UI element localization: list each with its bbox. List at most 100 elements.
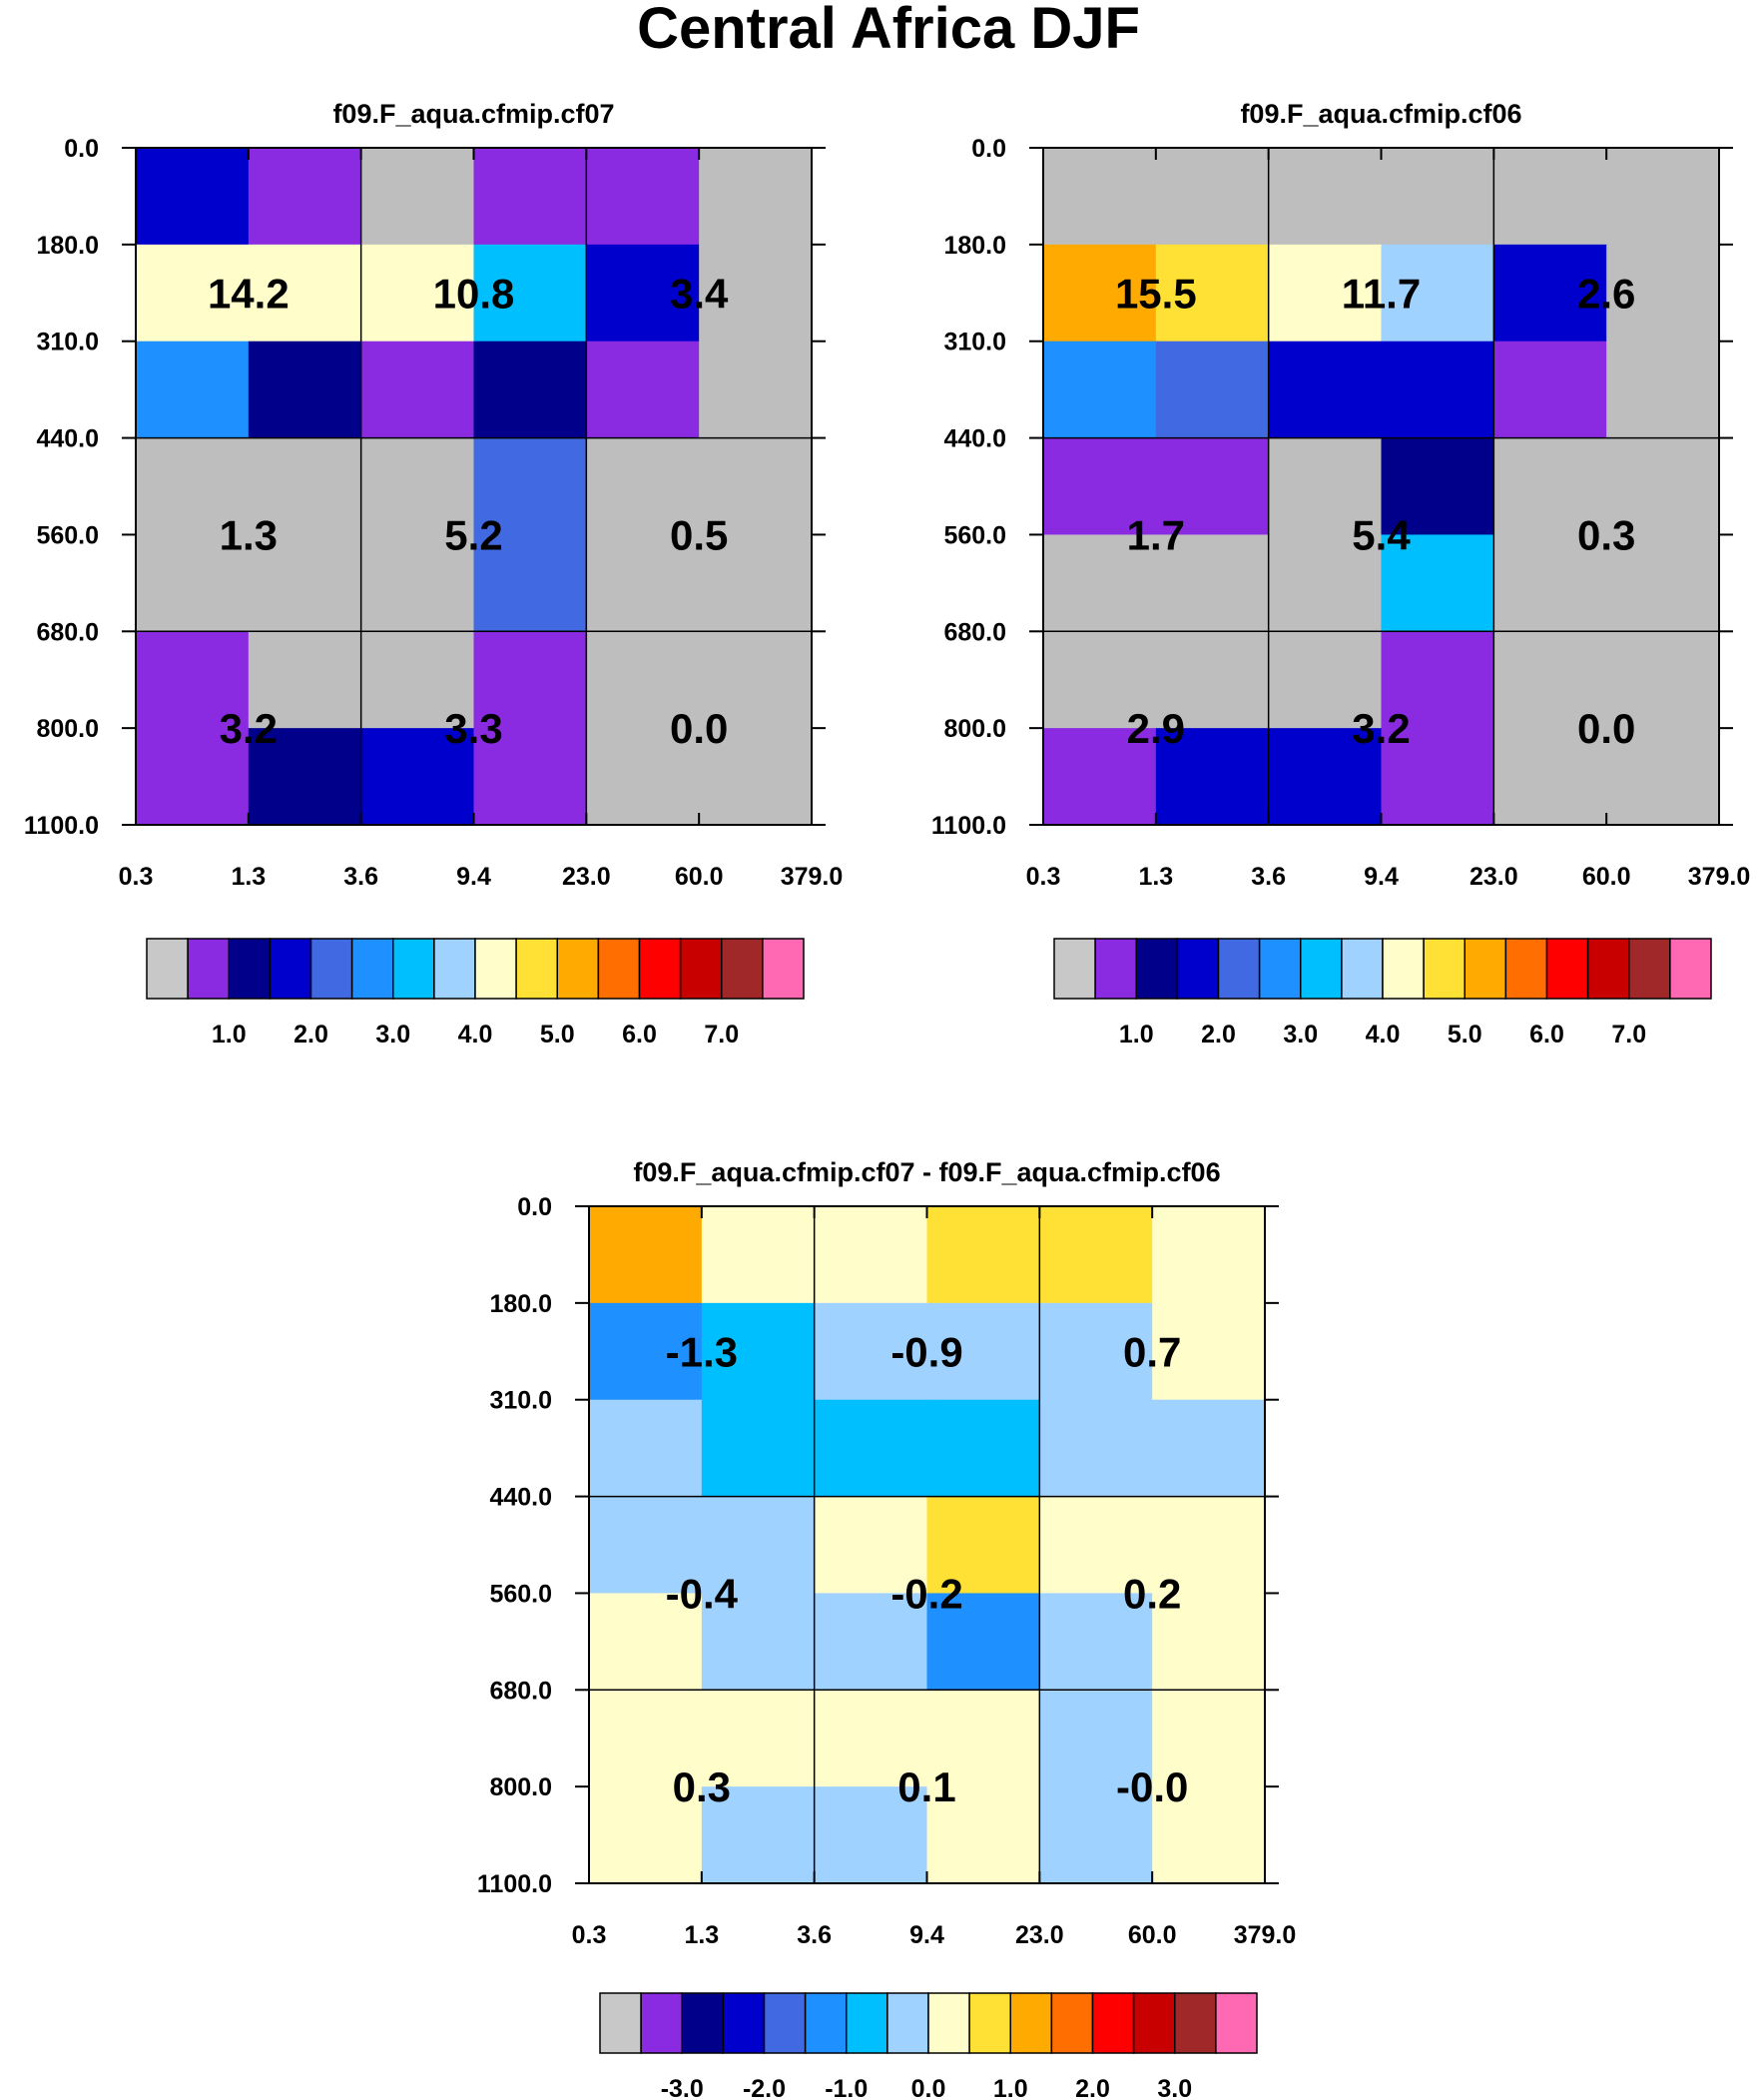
heatmap-cell: [814, 1593, 927, 1691]
box-value: 0.5: [670, 511, 728, 558]
heatmap-cell: [360, 148, 474, 246]
heatmap-cell: [586, 534, 700, 632]
colorbar-swatch: [886, 1992, 929, 2054]
box-value: 2.6: [1577, 270, 1635, 317]
heatmap-cell: [1043, 437, 1157, 535]
heatmap-cell: [586, 341, 700, 439]
heatmap-cell: [136, 437, 250, 535]
y-tick-label: 440.0: [489, 1484, 552, 1512]
colorbar-swatch: [1464, 938, 1507, 1000]
box-value: 3.2: [1352, 705, 1410, 752]
x-tick-label: 379.0: [781, 863, 844, 891]
heatmap-cell: [1381, 244, 1494, 343]
colorbar-label: 2.0: [293, 1021, 328, 1049]
heatmap-cell: [1155, 341, 1270, 439]
colorbar-swatch: [638, 938, 682, 1000]
colorbar-swatch: [1586, 938, 1630, 1000]
panel-cf06: f09.F_aqua.cfmip.cf06 0.3 1.3 3.6 9.4 23.0 60.…: [931, 99, 1750, 1049]
heatmap-cell: [1606, 148, 1720, 246]
x-tick-label: 0.3: [1026, 863, 1061, 891]
x-tick-label: 9.4: [909, 1921, 944, 1949]
x-tick-label: 0.3: [119, 863, 154, 891]
heatmap-cell: [814, 1302, 927, 1401]
y-tick-label: 800.0: [489, 1773, 552, 1801]
heatmap-cell: [586, 244, 700, 343]
heatmap-cell: [1606, 341, 1720, 439]
box-value: 0.1: [897, 1763, 955, 1810]
box-value: 3.4: [670, 270, 729, 317]
heatmap-cell: [699, 437, 813, 535]
heatmap-cell: [1493, 534, 1607, 632]
y-tick-label: 0.0: [64, 135, 99, 163]
colorbar-label: 4.0: [458, 1021, 493, 1049]
heatmap-cell: [586, 437, 700, 535]
colorbar-swatch: [1423, 938, 1466, 1000]
heatmap-cell: [589, 1786, 703, 1884]
heatmap-cell: [136, 244, 250, 343]
colorbar-swatch: [1094, 938, 1137, 1000]
heatmap-cell: [473, 631, 587, 729]
colorbar-swatch: [1504, 938, 1548, 1000]
heatmap-cell: [699, 534, 813, 632]
y-tick-label: 680.0: [943, 618, 1006, 646]
heatmap-cell: [586, 728, 700, 826]
colorbar-label: 6.0: [1529, 1021, 1564, 1049]
colorbar-label: 5.0: [1448, 1021, 1482, 1049]
x-tick-label: 3.6: [1251, 863, 1286, 891]
colorbar-swatch: [1050, 1992, 1094, 2054]
y-tick-label: 180.0: [489, 1290, 552, 1318]
heatmap-cell: [136, 148, 250, 246]
heatmap-cell: [1606, 728, 1720, 826]
colorbar-swatch: [392, 938, 435, 1000]
colorbar-swatch: [1132, 1992, 1176, 2054]
y-tick-label: 560.0: [36, 521, 99, 549]
heatmap-cell: [1381, 148, 1494, 246]
colorbar-label: -3.0: [661, 2075, 704, 2100]
colorbar-swatch: [474, 938, 517, 1000]
heatmap-cell: [248, 148, 362, 246]
heatmap-cell: [1268, 437, 1382, 535]
colorbar-swatch: [1215, 1992, 1258, 2054]
x-tick-label: 1.3: [1138, 863, 1173, 891]
colorbar-swatch: [1135, 938, 1179, 1000]
box-value: 0.7: [1123, 1328, 1181, 1375]
heatmap-cell: [1043, 244, 1157, 343]
heatmap-cell: [1039, 1206, 1153, 1304]
heatmap-cell: [1152, 1302, 1266, 1401]
heatmap-cell: [1039, 1786, 1153, 1884]
box-value: 1.7: [1127, 511, 1185, 558]
colorbar-swatch: [1382, 938, 1425, 1000]
colorbar-swatch: [1341, 938, 1384, 1000]
heatmap-cell: [1155, 631, 1270, 729]
colorbar-swatch: [187, 938, 230, 1000]
panel-title: f09.F_aqua.cfmip.cf07: [332, 99, 614, 129]
heatmap-cell: [360, 631, 474, 729]
heatmap-cell: [926, 1690, 1040, 1787]
x-tick-label: 3.6: [797, 1921, 832, 1949]
x-tick-label: 23.0: [1469, 863, 1518, 891]
x-tick-label: 60.0: [1582, 863, 1631, 891]
box-value: 5.2: [444, 511, 502, 558]
box-value: 0.3: [1577, 511, 1635, 558]
heatmap-cell: [926, 1206, 1040, 1304]
box-value: -0.4: [666, 1570, 739, 1617]
box-value: 11.7: [1342, 270, 1421, 317]
box-value: -1.3: [666, 1328, 738, 1375]
colorbar-swatch: [1009, 1992, 1053, 2054]
x-tick-label: 379.0: [1688, 863, 1751, 891]
colorbar-swatch: [597, 938, 641, 1000]
box-value: -0.0: [1116, 1763, 1188, 1810]
heatmap-cell: [1155, 437, 1270, 535]
heatmap-cell: [1155, 728, 1270, 826]
heatmap-cell: [586, 631, 700, 729]
x-tick-label: 60.0: [1128, 1921, 1177, 1949]
y-tick-label: 1100.0: [477, 1870, 552, 1898]
colorbar-label: 2.0: [1075, 2075, 1110, 2100]
heatmap-cell: [701, 1690, 816, 1787]
heatmap-cell: [360, 437, 474, 535]
x-tick-label: 23.0: [562, 863, 611, 891]
heatmap-cell: [1606, 244, 1720, 343]
heatmap-cell: [1606, 631, 1720, 729]
y-tick-label: 560.0: [489, 1580, 552, 1608]
colorbar-swatch: [1217, 938, 1261, 1000]
